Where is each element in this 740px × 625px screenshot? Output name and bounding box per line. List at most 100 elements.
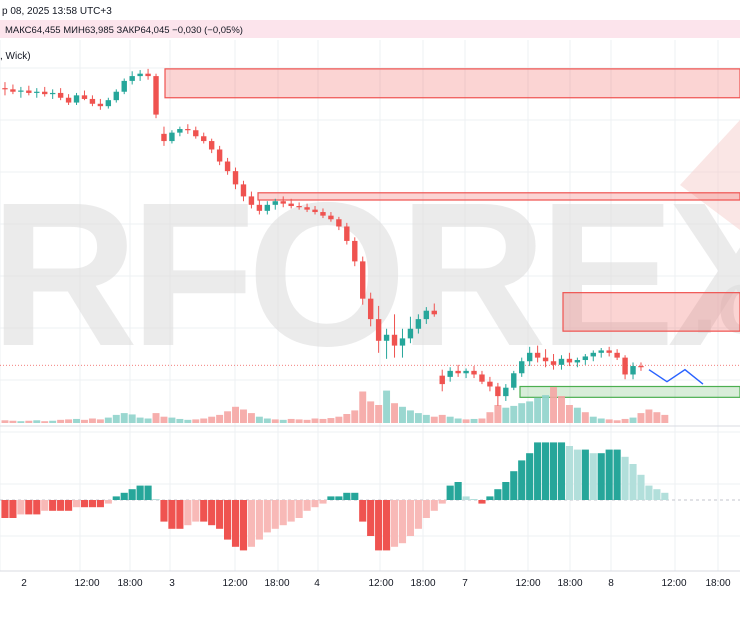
candle-body [367,298,374,320]
zones [0,68,740,398]
candle-body [479,374,485,382]
histogram-bar [605,449,613,500]
histogram-bar [120,492,128,500]
candle-body [208,141,215,150]
candle-body [542,357,549,362]
histogram-bar [57,500,65,511]
volume-bar [184,419,192,423]
candle-body [344,226,350,241]
volume-bar [414,413,422,423]
volume-bar [41,421,49,423]
histogram-bar [629,464,637,500]
histogram-bar [343,492,351,500]
candle-body [272,201,278,205]
volume-bar [558,396,565,423]
volume-bar [232,406,239,423]
histogram-bar [25,500,33,515]
histogram-bar [319,500,327,504]
candle-body [129,76,135,81]
volume-bar [621,418,629,423]
volume-bar [327,418,335,423]
series-label: , Wick) [0,51,31,62]
candle-body [10,89,16,92]
candle-body [336,219,342,227]
candle-body [431,310,437,315]
histogram [0,442,740,551]
candle-body [471,370,477,375]
volume-bar [502,407,510,423]
supply-zone [562,292,740,332]
volume-bar [263,418,271,423]
histogram-bar [359,500,367,522]
candle-body [511,373,517,388]
histogram-bar [295,500,303,518]
candle-body [18,90,24,92]
volume-bar [176,418,184,423]
candle-body [42,91,48,95]
volume-bar [120,413,128,423]
histogram-bar [637,474,645,500]
histogram-bar [383,500,391,551]
volume-bar [383,390,391,423]
candle-body [534,352,541,358]
candle-body [622,357,628,375]
histogram-bar [144,485,152,500]
histogram-bar [470,499,478,500]
volume-bar [343,414,351,423]
volume-bar [430,416,438,423]
volume-bar [367,401,375,423]
histogram-bar [200,500,208,522]
candle-body [256,204,263,211]
volume-bar [335,416,343,423]
histogram-bar [549,442,558,500]
histogram-bar [224,500,232,540]
volume-bar [208,416,216,423]
volume-bar [510,405,518,423]
candle-body [185,129,191,131]
candle-body [375,319,382,341]
candle-body [232,171,239,185]
histogram-bar [88,500,96,508]
histogram-bar [49,500,57,511]
histogram-bar [494,489,502,500]
histogram-bar [263,500,271,533]
candle-body [97,103,104,107]
histogram-bar [510,471,518,500]
volume-bar [605,419,613,423]
demand-zone [519,385,740,398]
candle-body [614,352,620,358]
candle-body [566,358,573,363]
volume-bar [391,403,398,423]
histogram-bar [661,492,669,500]
histogram-bar [104,500,112,504]
volume-bar [542,395,550,423]
histogram-bar [406,500,414,536]
candle-body [320,212,326,216]
candle-body [177,129,183,133]
volume-bar [168,417,176,423]
candle-body [383,334,390,341]
forecast-line [648,368,704,385]
histogram-bar [613,449,621,500]
histogram-bar [557,442,566,500]
histogram-bar [653,489,661,500]
volume-bar [160,416,168,423]
volume-bar [88,418,96,423]
candle-body [296,206,302,208]
volume-bar [287,418,295,423]
candles [2,68,644,406]
volume-bar [653,412,661,423]
volume-bar [81,419,88,423]
volume-bar [224,411,232,423]
time-tick-label: 12:00 [368,578,393,589]
time-tick-label: 12:00 [74,578,99,589]
candle-body [81,95,88,99]
candle-body [137,73,143,77]
candle-body [487,381,493,387]
candle-body [391,334,398,346]
volume-bar [494,405,502,423]
volume-bar [550,387,557,423]
candle-body [161,133,167,142]
candle-body [49,92,56,95]
